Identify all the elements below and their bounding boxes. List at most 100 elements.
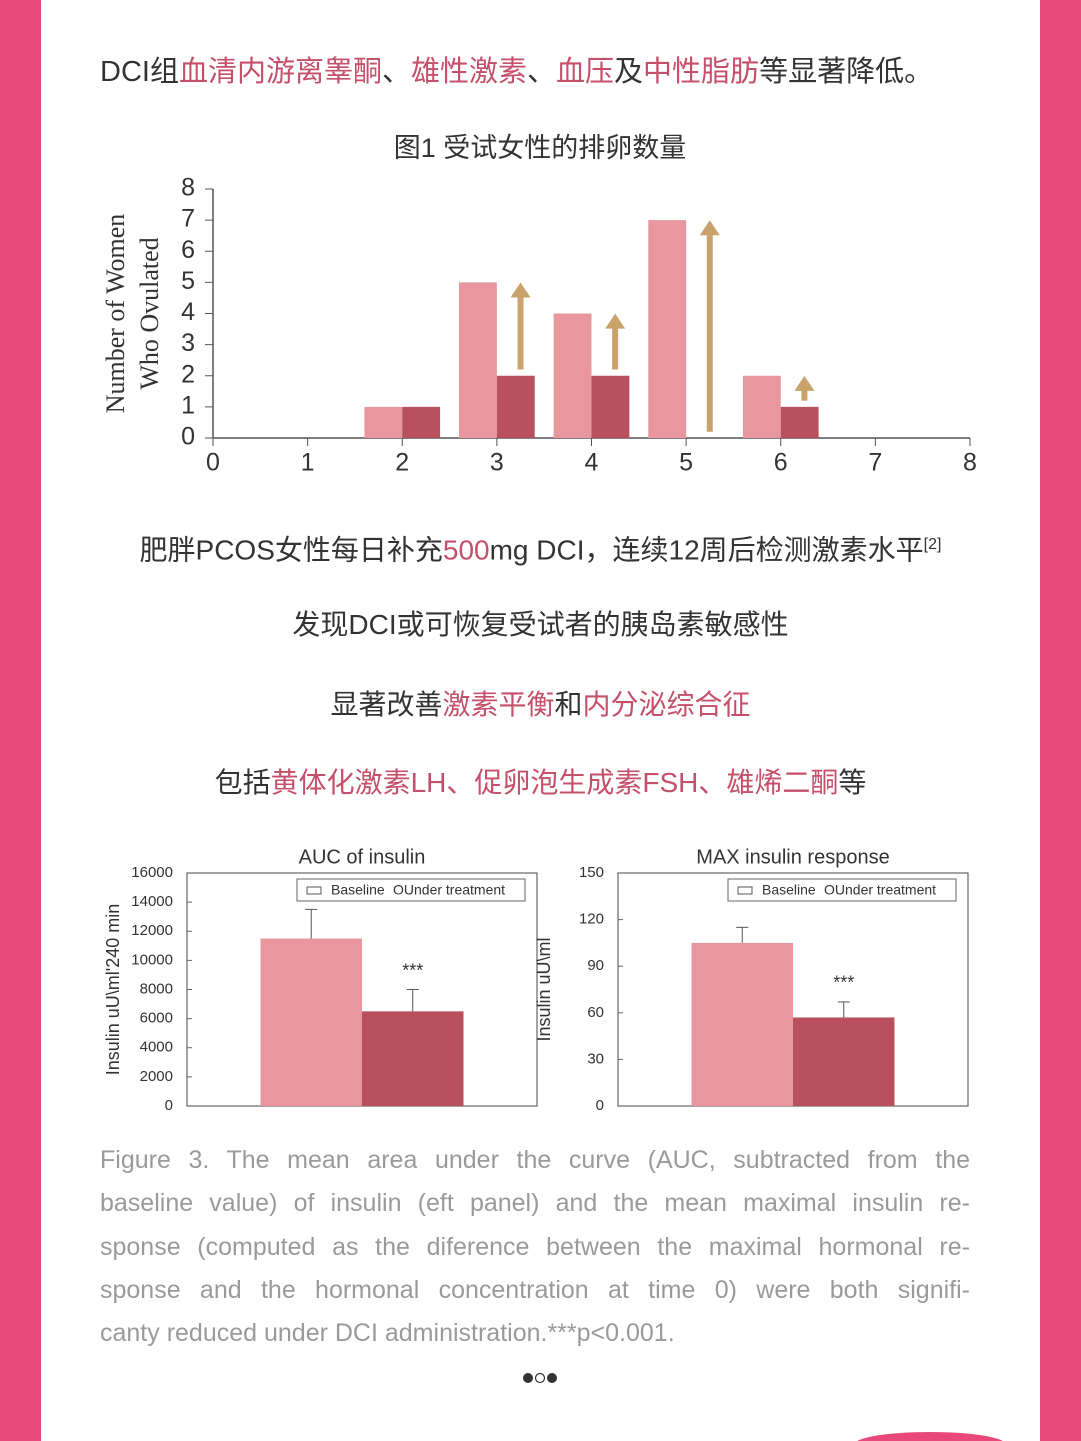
y-axis-label: Who Ovulated (135, 237, 164, 389)
text: 发现DCI或可恢复受试者的胰岛素敏感性 (292, 609, 789, 640)
legend-icon (306, 886, 322, 895)
text: 、 (381, 56, 411, 88)
text: DCI组 (100, 56, 179, 88)
legend-icon (737, 886, 753, 895)
highlight-text: 500 (442, 534, 490, 566)
y-tick-label: 16000 (131, 864, 173, 881)
text: 包括 (214, 767, 271, 798)
text: 显著改善 (330, 689, 443, 720)
text: 肥胖PCOS女性每日补充 (139, 534, 443, 566)
chart-title: MAX insulin response (696, 846, 889, 868)
caption-line: baseline value) of insulin (eft panel) a… (100, 1189, 970, 1218)
highlight-text: 激素平衡 (442, 689, 555, 720)
bar (553, 313, 592, 438)
bar (742, 375, 781, 438)
bar (459, 282, 497, 438)
y-tick-label: 4 (181, 298, 195, 326)
intro-line: DCI组血清内游离睾酮、雄性激素、血压及中性脂肪等显著降低。 (100, 52, 933, 92)
annotation: *** (402, 960, 423, 980)
highlight-text: 血清内游离睾酮 (178, 56, 382, 88)
text: 等 (838, 767, 867, 798)
y-tick-label: 7 (181, 205, 195, 233)
y-tick-label: 0 (181, 423, 195, 451)
text: 、 (527, 56, 557, 88)
caption-line: Figure 3. The mean area under the curve … (100, 1146, 970, 1174)
y-axis-label: Insulin uU\ml'240 min (103, 904, 123, 1076)
paragraph: 显著改善激素平衡和内分泌综合征 (0, 685, 1081, 725)
y-tick-label: 2 (181, 360, 195, 388)
bar (591, 375, 630, 438)
decoration (857, 1432, 1003, 1441)
y-tick-label: 5 (181, 267, 195, 295)
x-tick-label: 1 (301, 449, 315, 477)
x-tick-label: 5 (679, 449, 693, 477)
bar (362, 1011, 464, 1106)
paragraph: 发现DCI或可恢复受试者的胰岛素敏感性 (0, 605, 1081, 645)
bar (496, 375, 535, 438)
arrow-head (794, 375, 815, 391)
chart-title: 图1 受试女性的排卵数量 (394, 133, 687, 163)
y-axis-label: Number of Women (101, 214, 130, 414)
text: 和 (554, 689, 583, 720)
text: [2] (923, 536, 942, 553)
legend-label: OUnder treatment (393, 882, 505, 898)
highlight-text: 内分泌综合征 (582, 689, 751, 720)
left-border (0, 0, 41, 1441)
y-tick-label: 2000 (140, 1068, 173, 1085)
y-tick-label: 14000 (131, 893, 173, 910)
y-tick-label: 60 (587, 1004, 604, 1021)
y-tick-label: 120 (579, 911, 604, 928)
x-tick-label: 0 (206, 449, 220, 477)
y-tick-label: 1 (181, 391, 195, 419)
y-axis-label: Insulin uU\ml (534, 937, 554, 1041)
pager-dot (534, 1372, 546, 1384)
paragraph: 肥胖PCOS女性每日补充500mg DCI，连续12周后检测激素水平[2] (0, 525, 1081, 570)
highlight-text: 黄体化激素LH、促卵泡生成素FSH、雄烯二酮 (270, 767, 839, 798)
y-tick-label: 3 (181, 329, 195, 357)
x-tick-label: 4 (585, 449, 599, 477)
pager-dot (523, 1373, 533, 1383)
text: mg DCI，连续12周后检测激素水平 (489, 534, 924, 566)
bar (260, 938, 362, 1106)
text: 及 (614, 56, 644, 88)
x-tick-label: 2 (395, 449, 409, 477)
y-tick-label: 6000 (140, 1010, 173, 1027)
bar (793, 1017, 895, 1106)
bar (402, 406, 441, 438)
caption-line: canty reduced under DCI administration.*… (100, 1319, 675, 1348)
arrow-head (699, 220, 720, 236)
legend-box (296, 878, 526, 902)
y-tick-label: 12000 (131, 922, 173, 939)
caption-line: sponse (computed as the diference betwee… (100, 1232, 970, 1261)
pager-dot (547, 1373, 557, 1383)
annotation: *** (833, 973, 854, 993)
legend-box (727, 878, 957, 902)
chart-title: AUC of insulin (299, 846, 426, 868)
x-tick-label: 3 (490, 449, 504, 477)
y-tick-label: 30 (587, 1050, 604, 1067)
highlight-text: 血压 (556, 56, 615, 88)
y-tick-label: 4000 (140, 1039, 173, 1056)
y-tick-label: 8 (181, 174, 195, 202)
arrow-head (605, 313, 626, 329)
caption-line: sponse and the hormonal concentration at… (100, 1275, 970, 1304)
highlight-text: 中性脂肪 (643, 56, 760, 88)
y-tick-label: 0 (165, 1097, 173, 1114)
legend-label: Baseline (331, 882, 385, 898)
bar (691, 942, 793, 1106)
right-border (1040, 0, 1081, 1441)
paragraph: 包括黄体化激素LH、促卵泡生成素FSH、雄烯二酮等 (0, 763, 1081, 803)
legend-label: OUnder treatment (824, 882, 936, 898)
bar (648, 220, 687, 438)
y-tick-label: 150 (579, 864, 604, 881)
arrow-head (510, 282, 531, 298)
y-tick-label: 6 (181, 236, 195, 264)
bar (780, 406, 819, 438)
y-tick-label: 90 (587, 957, 604, 974)
y-tick-label: 0 (596, 1097, 604, 1114)
y-tick-label: 10000 (131, 951, 173, 968)
legend-label: Baseline (762, 882, 816, 898)
x-tick-label: 8 (963, 449, 977, 477)
